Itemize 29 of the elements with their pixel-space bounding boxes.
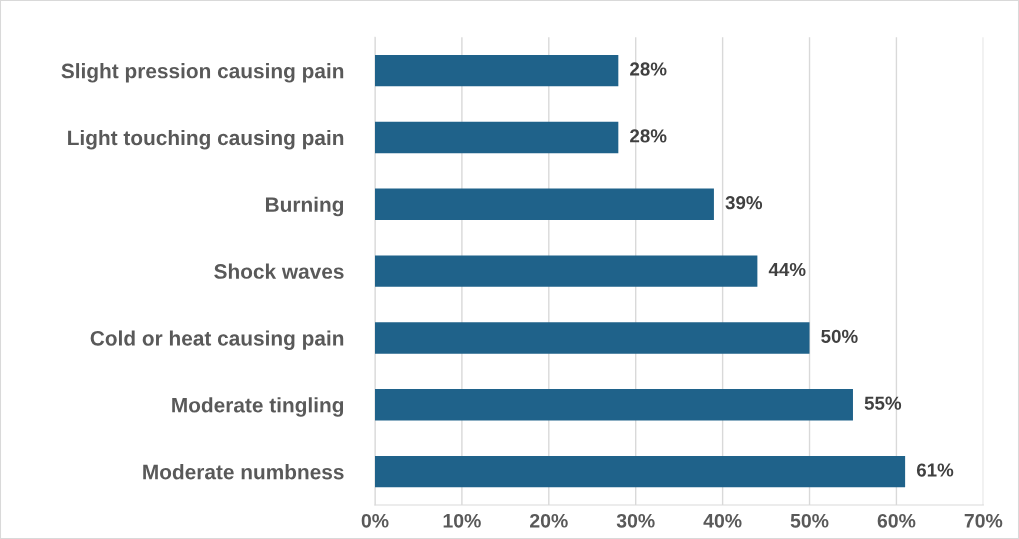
data-label: 28% — [630, 129, 667, 143]
y-tick-label: Shock waves — [214, 263, 344, 279]
bar — [374, 389, 853, 421]
y-tick-label: Burning — [265, 196, 344, 217]
x-tick-label: 50% — [790, 513, 829, 528]
data-label: 50% — [821, 329, 858, 343]
x-tick-label: 20% — [530, 513, 568, 528]
bar — [374, 121, 619, 154]
data-label: 28% — [630, 62, 667, 76]
data-label: 61% — [916, 463, 954, 477]
x-tick-label: 40% — [703, 513, 742, 528]
y-tick-label: Moderate numbness — [143, 464, 344, 480]
y-tick-label: Cold or heat causing pain — [90, 330, 344, 350]
y-tick-label: Moderate tingling — [172, 397, 344, 417]
bar — [374, 188, 714, 220]
bar — [374, 255, 758, 287]
x-tick-label: 10% — [443, 513, 481, 528]
x-tick-label: 60% — [877, 513, 916, 528]
bar — [374, 54, 619, 87]
x-tick-label: 30% — [616, 513, 655, 528]
bar — [374, 455, 906, 488]
y-tick-label: Light touching causing pain — [68, 129, 344, 150]
x-tick-label: 70% — [964, 513, 1003, 528]
data-label: 39% — [725, 196, 763, 210]
data-label: 44% — [768, 262, 806, 277]
x-tick-label: 0% — [361, 513, 389, 528]
data-label: 55% — [864, 396, 902, 410]
bar — [374, 322, 810, 354]
y-tick-label: Slight pression causing pain — [61, 63, 344, 83]
